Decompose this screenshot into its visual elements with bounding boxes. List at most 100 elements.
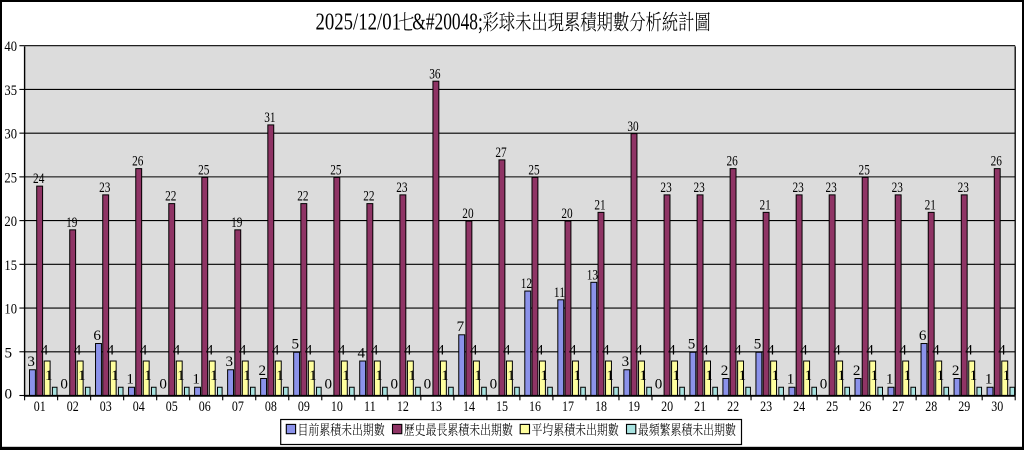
svg-text:0: 0: [490, 377, 498, 393]
svg-text:09: 09: [298, 399, 310, 415]
svg-text:1: 1: [210, 368, 218, 384]
svg-text:12: 12: [521, 276, 532, 292]
svg-text:21: 21: [925, 197, 936, 213]
svg-text:1: 1: [705, 368, 713, 384]
svg-text:08: 08: [265, 399, 277, 415]
svg-text:23: 23: [660, 180, 671, 196]
svg-text:07: 07: [232, 399, 244, 415]
svg-text:7: 7: [457, 319, 465, 335]
svg-text:4: 4: [371, 343, 379, 359]
svg-text:19: 19: [628, 399, 640, 415]
svg-text:26: 26: [132, 154, 144, 170]
svg-text:23: 23: [793, 180, 804, 196]
svg-text:21: 21: [759, 197, 770, 213]
svg-text:1: 1: [111, 368, 119, 384]
svg-text:4: 4: [41, 343, 49, 359]
svg-text:4: 4: [899, 343, 907, 359]
svg-text:4: 4: [503, 343, 511, 359]
svg-text:18: 18: [595, 399, 607, 415]
svg-text:15: 15: [496, 399, 508, 415]
svg-text:25: 25: [528, 162, 539, 178]
svg-text:4: 4: [107, 343, 115, 359]
svg-text:1: 1: [540, 368, 548, 384]
svg-text:29: 29: [958, 399, 970, 415]
svg-text:4: 4: [358, 345, 366, 361]
svg-text:26: 26: [859, 399, 871, 415]
svg-text:30: 30: [627, 119, 638, 135]
svg-text:3: 3: [225, 354, 233, 370]
svg-text:20: 20: [4, 214, 17, 230]
svg-text:23: 23: [892, 180, 903, 196]
svg-text:25: 25: [198, 162, 209, 178]
svg-text:4: 4: [404, 343, 412, 359]
svg-text:01: 01: [34, 399, 46, 415]
svg-text:4: 4: [602, 343, 610, 359]
svg-text:24: 24: [793, 399, 805, 415]
svg-text:1: 1: [144, 368, 152, 384]
svg-text:1: 1: [886, 372, 894, 388]
svg-text:4: 4: [470, 343, 478, 359]
svg-text:22: 22: [727, 399, 739, 415]
svg-text:30: 30: [4, 127, 17, 143]
svg-text:11: 11: [364, 399, 376, 415]
svg-text:4: 4: [932, 343, 940, 359]
svg-text:04: 04: [133, 399, 145, 415]
svg-text:4: 4: [635, 343, 643, 359]
svg-text:1: 1: [804, 368, 812, 384]
svg-text:40: 40: [4, 39, 17, 55]
svg-text:1: 1: [787, 372, 795, 388]
svg-text:1: 1: [1003, 368, 1011, 384]
svg-text:1: 1: [192, 372, 200, 388]
svg-text:35: 35: [4, 83, 17, 99]
svg-text:4: 4: [998, 343, 1006, 359]
svg-text:4: 4: [668, 343, 676, 359]
svg-text:1: 1: [45, 368, 53, 384]
svg-text:06: 06: [199, 399, 211, 415]
svg-text:23: 23: [958, 180, 969, 196]
svg-text:22: 22: [297, 189, 308, 205]
svg-text:36: 36: [429, 66, 441, 82]
svg-text:0: 0: [391, 377, 399, 393]
svg-text:28: 28: [925, 399, 937, 415]
svg-text:19: 19: [66, 215, 77, 231]
svg-text:4: 4: [437, 343, 445, 359]
svg-text:26: 26: [726, 154, 738, 170]
svg-text:25: 25: [4, 170, 17, 186]
svg-text:1: 1: [985, 372, 993, 388]
svg-text:5: 5: [754, 337, 762, 353]
svg-text:3: 3: [27, 354, 35, 370]
svg-text:1: 1: [126, 372, 134, 388]
svg-text:4: 4: [272, 343, 280, 359]
svg-text:25: 25: [826, 399, 838, 415]
svg-text:0: 0: [424, 377, 432, 393]
svg-text:10: 10: [4, 302, 17, 318]
svg-text:13: 13: [587, 267, 598, 283]
svg-text:1: 1: [375, 368, 383, 384]
svg-text:12: 12: [397, 399, 409, 415]
svg-text:4: 4: [569, 343, 577, 359]
svg-text:&#20048;: &#20048;: [412, 10, 483, 36]
svg-text:4: 4: [338, 343, 346, 359]
svg-text:1: 1: [573, 368, 581, 384]
svg-text:1: 1: [672, 368, 680, 384]
svg-text:30: 30: [991, 399, 1003, 415]
svg-text:1: 1: [937, 368, 945, 384]
svg-text:4: 4: [206, 343, 214, 359]
svg-text:1: 1: [507, 368, 515, 384]
svg-text:2: 2: [952, 363, 960, 379]
svg-text:4: 4: [701, 343, 709, 359]
svg-text:4: 4: [239, 343, 247, 359]
svg-text:5: 5: [291, 337, 299, 353]
svg-text:0: 0: [60, 377, 68, 393]
svg-text:1: 1: [970, 368, 978, 384]
svg-text:2: 2: [853, 363, 861, 379]
svg-text:4: 4: [767, 343, 775, 359]
svg-text:20: 20: [561, 206, 572, 222]
svg-text:05: 05: [166, 399, 178, 415]
svg-text:14: 14: [463, 399, 475, 415]
svg-text:4: 4: [305, 343, 313, 359]
svg-text:03: 03: [100, 399, 112, 415]
svg-text:19: 19: [231, 215, 242, 231]
svg-text:1: 1: [408, 368, 416, 384]
svg-text:1: 1: [771, 368, 779, 384]
